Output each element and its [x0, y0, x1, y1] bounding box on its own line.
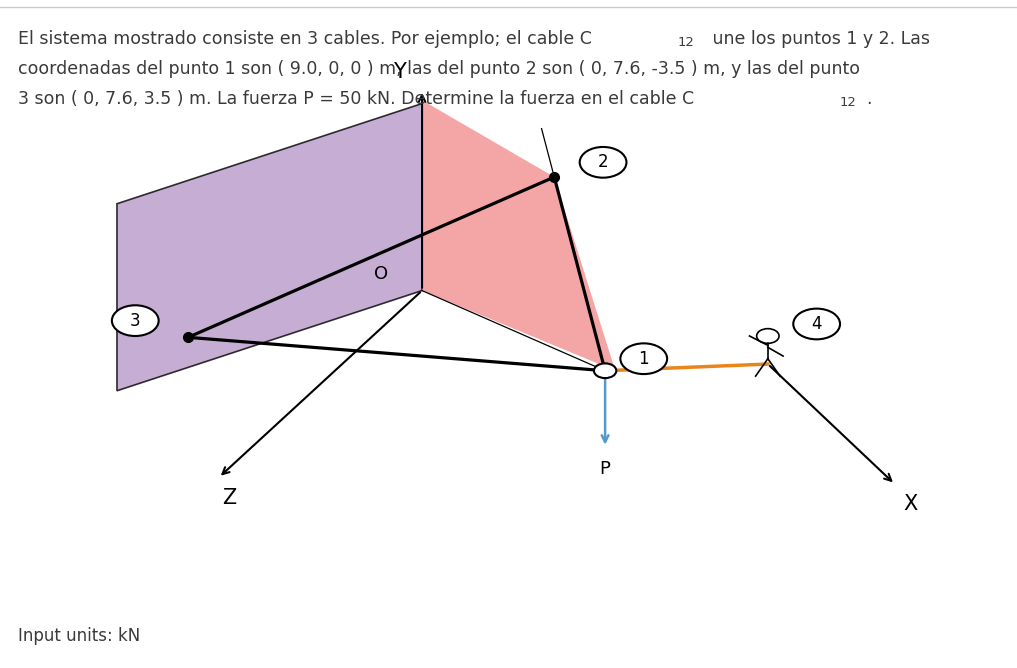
- Circle shape: [793, 309, 840, 339]
- Polygon shape: [422, 100, 615, 371]
- Text: El sistema mostrado consiste en 3 cables. Por ejemplo; el cable C: El sistema mostrado consiste en 3 cables…: [18, 30, 592, 48]
- Text: Input units: kN: Input units: kN: [18, 627, 140, 645]
- Text: X: X: [903, 494, 917, 514]
- Circle shape: [757, 329, 779, 343]
- Text: Z: Z: [222, 488, 236, 508]
- Text: 4: 4: [812, 315, 822, 333]
- Text: 3: 3: [130, 312, 140, 329]
- Text: coordenadas del punto 1 son ( 9.0, 0, 0 ) m, las del punto 2 son ( 0, 7.6, -3.5 : coordenadas del punto 1 son ( 9.0, 0, 0 …: [18, 60, 860, 78]
- Circle shape: [580, 147, 626, 178]
- Text: O: O: [374, 265, 388, 283]
- Text: 2: 2: [598, 154, 608, 171]
- Text: Y: Y: [394, 62, 406, 82]
- Circle shape: [594, 363, 616, 378]
- Circle shape: [112, 305, 159, 336]
- Text: 3 son ( 0, 7.6, 3.5 ) m. La fuerza P = 50 kN. Determine la fuerza en el cable C: 3 son ( 0, 7.6, 3.5 ) m. La fuerza P = 5…: [18, 90, 695, 108]
- Text: P: P: [600, 460, 610, 478]
- Text: une los puntos 1 y 2. Las: une los puntos 1 y 2. Las: [707, 30, 930, 48]
- Text: 1: 1: [639, 350, 649, 367]
- Text: 12: 12: [840, 96, 856, 109]
- Circle shape: [620, 343, 667, 374]
- Text: .: .: [866, 90, 872, 108]
- Polygon shape: [117, 104, 422, 391]
- Text: 12: 12: [677, 36, 694, 49]
